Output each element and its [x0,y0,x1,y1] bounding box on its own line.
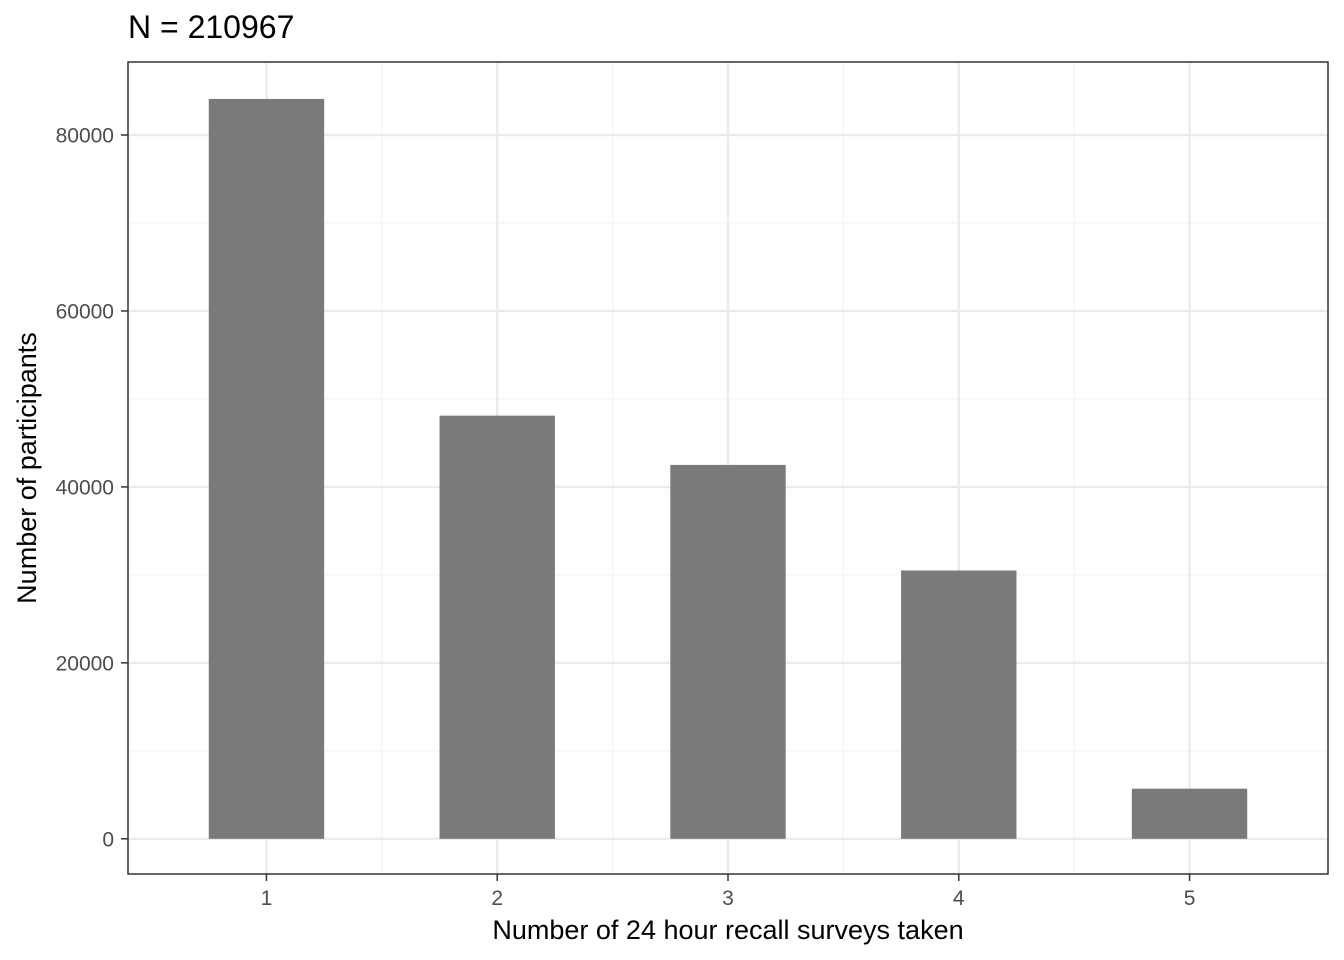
bar-3 [670,464,786,839]
bar-4 [901,570,1017,839]
x-tick-label: 1 [261,887,273,910]
bars [208,98,1248,839]
y-axis: 0 20000 40000 60000 80000 [56,125,128,851]
x-tick-label: 5 [1184,887,1196,910]
bar-5 [1131,788,1248,839]
y-axis-title: Number of participants [12,332,42,604]
y-tick-label: 0 [102,828,114,851]
y-tick-label: 80000 [56,125,114,148]
y-tick-label: 20000 [56,652,114,675]
bar-2 [439,415,555,839]
x-tick-label: 4 [953,887,965,910]
x-tick-label: 3 [722,887,734,910]
y-tick-label: 60000 [56,300,114,323]
y-tick-label: 40000 [56,476,114,499]
bar-1 [208,98,325,839]
x-axis-title: Number of 24 hour recall surveys taken [492,915,963,945]
x-tick-label: 2 [491,887,503,910]
x-axis: 1 2 3 4 5 [261,874,1196,910]
chart-title: N = 210967 [128,9,294,45]
